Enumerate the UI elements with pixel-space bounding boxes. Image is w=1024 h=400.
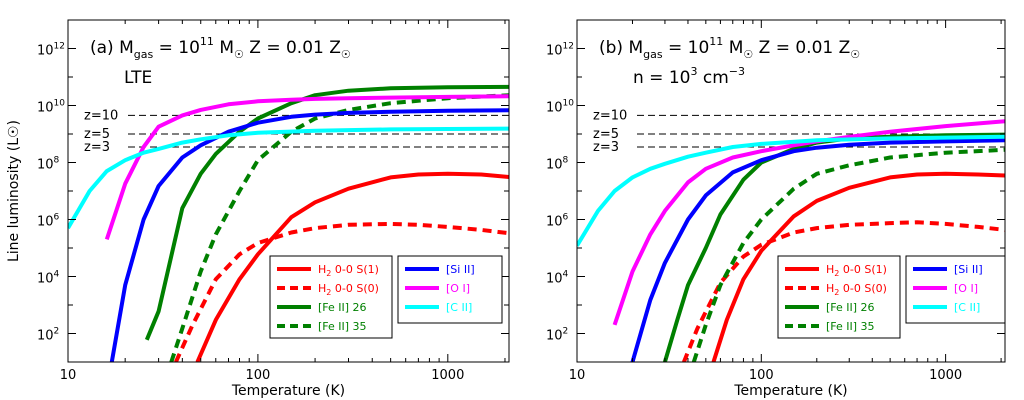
y-tick-label: 106	[546, 213, 569, 230]
series-line	[144, 84, 509, 341]
y-tick-label: 1010	[37, 99, 65, 116]
legend-label: H2 0-0 S(1)	[826, 263, 887, 278]
legend-label: [Fe II] 35	[318, 320, 367, 333]
series-line	[68, 126, 509, 230]
panel-title: (a) Mgas = 1011 M☉ Z = 0.01 Z☉	[90, 35, 351, 61]
x-tick-label: 1000	[929, 368, 962, 383]
legend-label: H2 0-0 S(1)	[318, 263, 379, 278]
x-tick-label: 1000	[431, 368, 464, 383]
legend-label: H2 0-0 S(0)	[826, 282, 887, 297]
series-group	[68, 84, 509, 362]
series-line	[104, 94, 509, 241]
legend-label: [O I]	[446, 282, 470, 295]
x-tick-label: 10	[569, 368, 586, 383]
legend-label: H2 0-0 S(0)	[318, 282, 379, 297]
panel-title: (b) Mgas = 1011 M☉ Z = 0.01 Z☉	[599, 35, 860, 61]
series-line	[109, 108, 509, 362]
series-line	[711, 171, 1005, 362]
legend-label: [O I]	[954, 282, 978, 295]
series-line	[174, 221, 509, 362]
y-tick-label: 1012	[546, 42, 574, 59]
y-tick-label: 1012	[37, 42, 65, 59]
y-axis-label: Line luminosity (L☉)	[6, 120, 22, 262]
y-tick-label: 104	[37, 270, 60, 287]
legend-label: [C II]	[446, 301, 472, 314]
redshift-label: z=10	[593, 108, 627, 123]
x-axis-label: Temperature (K)	[231, 383, 345, 399]
series-line	[630, 138, 1005, 362]
series-line	[169, 93, 509, 362]
series-line	[612, 119, 1005, 326]
y-tick-label: 104	[546, 270, 569, 287]
legend-label: [C II]	[954, 301, 980, 314]
legend-label: [Fe II] 35	[826, 320, 875, 333]
series-group	[577, 119, 1005, 362]
x-tick-label: 100	[749, 368, 774, 383]
redshift-label: z=3	[84, 140, 110, 155]
y-tick-label: 102	[546, 327, 568, 344]
y-tick-label: 108	[546, 156, 569, 173]
legend-label: [Si II]	[446, 263, 475, 276]
x-tick-label: 100	[245, 368, 270, 383]
y-tick-label: 106	[37, 213, 60, 230]
redshift-label: z=10	[84, 108, 118, 123]
legend-label: [Fe II] 26	[318, 301, 367, 314]
legend-label: [Si II]	[954, 263, 983, 276]
series-line	[195, 171, 509, 362]
panel-a: z=10 z=5z=3 10 100 1000 102 104 106 108 1010 1012 T…	[6, 19, 510, 399]
panel-b: z=10 z=5z=3 10 100 1000 102 104 106 108 1010 1012 T…	[546, 19, 1006, 399]
panel-subtitle: LTE	[124, 68, 152, 88]
redshift-label: z=5	[84, 127, 110, 142]
y-tick-label: 1010	[546, 99, 574, 116]
series-line	[691, 147, 1005, 362]
panel-subtitle: n = 103 cm−3	[633, 65, 745, 88]
series-line	[682, 220, 1005, 362]
redshift-label: z=5	[593, 127, 619, 142]
redshift-label: z=3	[593, 140, 619, 155]
y-tick-label: 102	[37, 327, 59, 344]
y-tick-label: 108	[37, 156, 60, 173]
legend-label: [Fe II] 26	[826, 301, 875, 314]
x-axis-label: Temperature (K)	[733, 383, 847, 399]
series-line	[577, 134, 1005, 247]
x-tick-label: 10	[60, 368, 77, 383]
